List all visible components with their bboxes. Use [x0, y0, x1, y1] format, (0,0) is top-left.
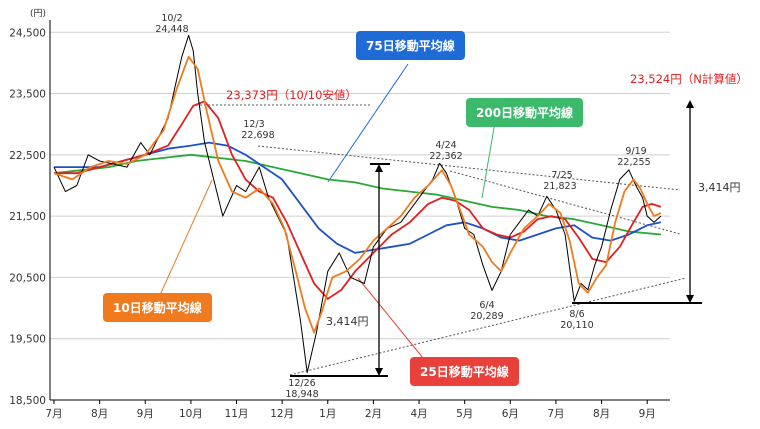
- annot-apr-high-date: 4/24: [435, 140, 456, 151]
- series-line-4: [53, 153, 661, 236]
- x-tick-label: 12月: [270, 408, 294, 420]
- blue-pointer-line: [327, 63, 409, 183]
- y-tick-label: 23,500: [9, 89, 46, 101]
- annot-apr-high-value: 22,362: [429, 151, 462, 162]
- x-tick-label: 7月: [547, 408, 564, 420]
- x-tick-label: 1月: [319, 408, 336, 420]
- series-line-0: [53, 34, 662, 373]
- range-brackets: [290, 100, 702, 377]
- grid-lines: [50, 31, 670, 401]
- x-tick-label: 2月: [365, 408, 382, 420]
- orange-pointer-line: [159, 179, 213, 296]
- annot-jun-low-value: 20,289: [470, 311, 503, 322]
- y-tick-label: 18,500: [9, 395, 46, 407]
- y-tick-label: 24,500: [9, 27, 46, 39]
- annot-peak-oct-date: 10/2: [161, 13, 182, 24]
- axes: (円): [30, 8, 670, 401]
- annot-jul-high-value: 21,823: [543, 181, 576, 192]
- n-calc-note: 23,524円（N計算値）: [630, 72, 748, 86]
- annot-dec-high-value: 22,698: [241, 130, 274, 141]
- legend-ma10-label: 10日移動平均線: [103, 293, 212, 322]
- range-right-note: 3,414円: [698, 181, 741, 194]
- right-arrow-head-up: [686, 100, 694, 108]
- x-tick-label: 11月: [225, 408, 249, 420]
- annot-jul-high-date: 7/25: [551, 170, 572, 181]
- legend-ma200-label: 200日移動平均線: [466, 98, 584, 127]
- y-tick-labels: 18,500 19,500 20,500 21,500 22,500 23,500 24,5…: [9, 27, 46, 407]
- annot-aug-low-value: 20,110: [560, 320, 593, 331]
- right-arrow-head-down: [686, 295, 694, 303]
- x-tick-labels: 7月 8月 9月 10月 11月 12月 1月 2月 4月 5月 6月 7月 8月 9月: [45, 400, 656, 420]
- legend-ma75-label: 75日移動平均線: [356, 31, 465, 60]
- x-tick-label: 5月: [456, 408, 473, 420]
- x-tick-label: 9月: [137, 408, 154, 420]
- annot-peak-oct-value: 24,448: [155, 24, 188, 35]
- annot-dec-high-date: 12/3: [243, 119, 264, 130]
- left-arrow-head-up: [375, 164, 383, 172]
- legend-ma25-label: 25日移動平均線: [410, 357, 519, 386]
- x-tick-label: 6月: [502, 408, 519, 420]
- annot-sep-high-value: 22,255: [617, 157, 650, 168]
- y-tick-label: 21,500: [9, 211, 46, 223]
- x-tick-label: 10月: [179, 408, 203, 420]
- red-pointer-line: [357, 277, 424, 359]
- x-tick-label: 8月: [593, 408, 610, 420]
- y-unit-label: (円): [30, 8, 46, 19]
- y-tick-label: 20,500: [9, 272, 46, 284]
- y-tick-label: 22,500: [9, 150, 46, 162]
- x-tick-label: 8月: [91, 408, 108, 420]
- annotations: 10/2 24,448 12/3 22,698 4/24 22,362 7/25…: [155, 13, 747, 400]
- x-tick-label: 9月: [639, 408, 656, 420]
- y-tick-label: 19,500: [9, 334, 46, 346]
- green-pointer-line: [481, 121, 496, 199]
- series-line-3: [54, 141, 662, 254]
- annot-aug-low-date: 8/6: [569, 309, 584, 320]
- series-line-1: [53, 55, 662, 334]
- upper-trend-line: [257, 145, 681, 191]
- x-tick-label: 7月: [45, 408, 62, 420]
- annot-dec-low-value: 18,948: [285, 389, 318, 400]
- left-arrow-head-down: [375, 368, 383, 376]
- trend-lines: [159, 63, 687, 376]
- oct-low-ref-note: 23,373円（10/10安値）: [226, 88, 357, 102]
- annot-jun-low-date: 6/4: [479, 300, 494, 311]
- annot-dec-low-date: 12/26: [288, 378, 315, 389]
- series-lines: [53, 34, 662, 373]
- range-left-note: 3,414円: [326, 315, 369, 328]
- x-tick-label: 4月: [410, 408, 427, 420]
- annot-sep-high-date: 9/19: [625, 146, 646, 157]
- series-line-2: [54, 100, 662, 300]
